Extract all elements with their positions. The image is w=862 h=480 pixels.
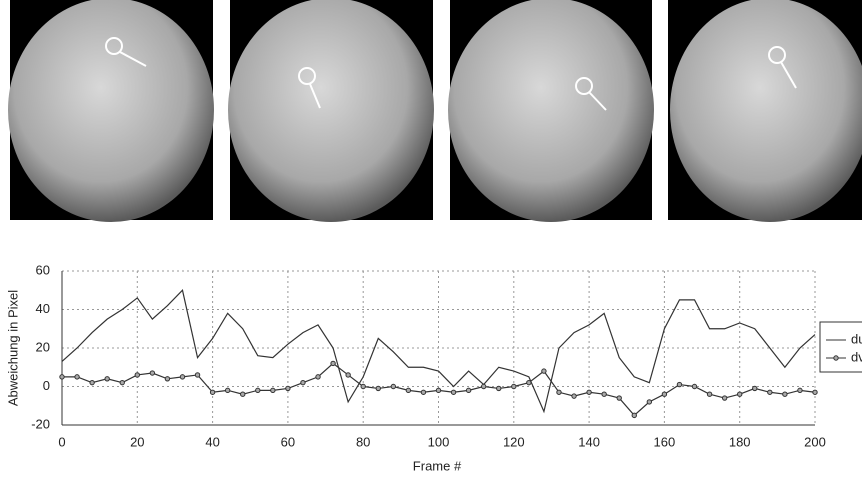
point (360, 383, 366, 390)
y-tick-label: -20 (31, 416, 50, 431)
x-tick-label: 180 (729, 434, 751, 449)
point (691, 383, 698, 390)
tracker (298, 67, 316, 85)
x-tick-label: 20 (130, 434, 144, 449)
point (601, 391, 607, 397)
point (661, 391, 668, 397)
point (375, 385, 381, 392)
image-field (670, 0, 862, 222)
x-axis-label: Frame # (413, 458, 462, 473)
point (74, 374, 80, 380)
point (511, 383, 517, 390)
legend-label: dv (851, 349, 862, 364)
x-tick-label: 100 (428, 434, 450, 449)
point (164, 376, 171, 382)
point (405, 387, 412, 394)
series-line (61, 289, 816, 414)
point (270, 387, 276, 394)
tracker (575, 77, 593, 95)
point (541, 368, 547, 374)
point (767, 389, 773, 395)
y-tick-label: 40 (36, 301, 50, 316)
legend-marker (833, 355, 839, 361)
point (179, 374, 186, 380)
point (240, 391, 246, 397)
point (812, 389, 818, 395)
tracker (768, 46, 786, 64)
point (224, 387, 231, 394)
x-tick-label: 200 (804, 434, 826, 449)
point (435, 387, 442, 394)
x-tick-label: 140 (578, 434, 600, 449)
x-tick-label: 60 (281, 434, 295, 449)
x-tick-label: 120 (503, 434, 525, 449)
point (646, 399, 653, 405)
point (345, 372, 351, 378)
legend-label: du (851, 331, 862, 346)
legend-box (819, 321, 862, 373)
x-tick-label: 80 (356, 434, 370, 449)
point (586, 389, 592, 395)
x-tick-label: 160 (654, 434, 676, 449)
tracker (105, 37, 123, 55)
x-tick-label: 0 (58, 434, 65, 449)
y-axis-label: Abweichung in Pixel (5, 290, 20, 406)
point (480, 383, 487, 390)
tracker-vector (119, 51, 147, 67)
point (330, 360, 336, 367)
point (285, 385, 291, 392)
point (300, 379, 306, 386)
point (737, 391, 743, 397)
point (104, 376, 110, 382)
point (134, 372, 141, 378)
point (706, 391, 713, 397)
y-tick-label: 0 (43, 378, 50, 393)
point (255, 387, 261, 394)
point (119, 379, 125, 386)
point (390, 383, 397, 390)
image-field (228, 0, 434, 222)
point (315, 374, 321, 380)
point (571, 393, 577, 399)
endoscope-images (8, 0, 862, 222)
point (149, 370, 156, 376)
point (465, 387, 472, 394)
point (526, 379, 532, 386)
point (209, 389, 216, 395)
tracker-vector (588, 91, 607, 111)
point (752, 385, 758, 392)
point (420, 389, 427, 395)
y-tick-label: 60 (36, 262, 50, 277)
tracker-vector (309, 83, 321, 109)
image-field (8, 0, 214, 222)
tracker-vector (780, 61, 797, 89)
image-field (448, 0, 654, 222)
point (59, 374, 65, 380)
point (631, 412, 637, 419)
x-tick-label: 40 (205, 434, 219, 449)
point (616, 395, 622, 401)
point (450, 389, 457, 395)
point (676, 381, 683, 388)
point (721, 395, 728, 401)
point (194, 372, 201, 378)
point (797, 387, 803, 394)
point (556, 389, 562, 395)
point (89, 379, 95, 386)
point (782, 391, 788, 397)
point (496, 385, 502, 392)
y-tick-label: 20 (36, 339, 50, 354)
